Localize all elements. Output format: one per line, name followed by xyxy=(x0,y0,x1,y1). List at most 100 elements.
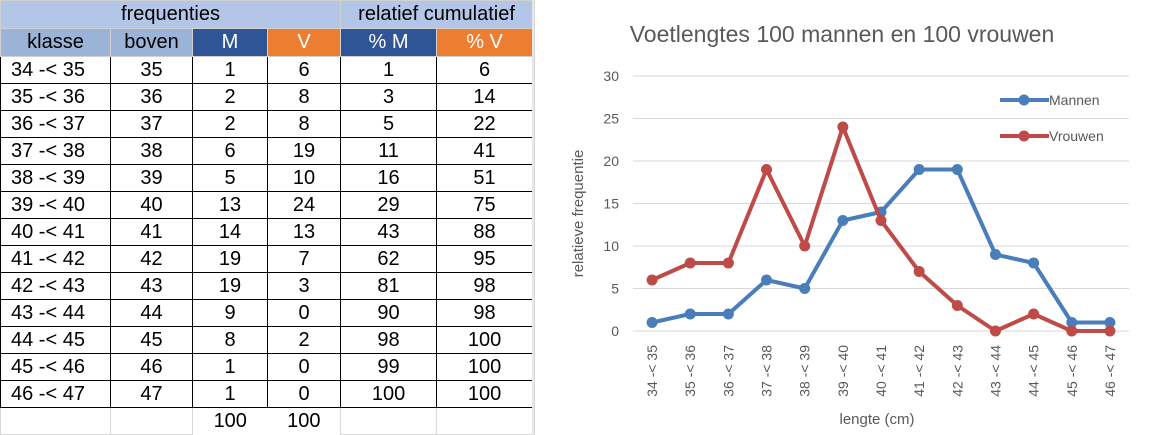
data-point-vrouwen[interactable] xyxy=(989,325,1001,337)
cell-klasse[interactable]: 37 -< 38 xyxy=(0,137,111,165)
legend[interactable]: Mannen Vrouwen xyxy=(1000,92,1104,144)
cell-empty[interactable] xyxy=(436,407,534,435)
cell-klasse[interactable]: 39 -< 40 xyxy=(0,191,111,219)
cell-boven[interactable]: 38 xyxy=(110,137,193,165)
cell-v[interactable]: 2 xyxy=(266,326,342,354)
cell-boven[interactable]: 47 xyxy=(110,380,193,408)
data-point-mannen[interactable] xyxy=(1066,317,1078,328)
data-point-vrouwen[interactable] xyxy=(646,274,658,286)
cell-boven[interactable]: 44 xyxy=(110,299,193,327)
data-point-mannen[interactable] xyxy=(799,283,811,294)
cell-pct-v[interactable]: 22 xyxy=(436,110,534,138)
cell-klasse[interactable]: 45 -< 46 xyxy=(0,353,111,381)
cell-pct-m[interactable]: 5 xyxy=(340,110,438,138)
cell-boven[interactable]: 39 xyxy=(110,164,193,192)
cell-m[interactable]: 9 xyxy=(192,299,268,327)
cell-boven[interactable]: 35 xyxy=(110,56,193,84)
cell-klasse[interactable]: 34 -< 35 xyxy=(0,56,111,84)
cell-pct-m[interactable]: 43 xyxy=(340,218,438,246)
cell-empty[interactable] xyxy=(340,407,438,435)
legend-label[interactable]: Mannen xyxy=(1049,92,1100,108)
cell-v[interactable]: 24 xyxy=(266,191,342,219)
chart-area[interactable]: Voetlengtes 100 mannen en 100 vrouwen re… xyxy=(534,0,1156,435)
total-m[interactable]: 100 xyxy=(213,409,247,432)
cell-boven[interactable]: 43 xyxy=(110,272,193,300)
cell-klasse[interactable]: 35 -< 36 xyxy=(0,83,111,111)
cell-boven[interactable]: 40 xyxy=(110,191,193,219)
cell-v[interactable]: 8 xyxy=(266,83,342,111)
cell-m[interactable]: 6 xyxy=(192,137,268,165)
cell-pct-v[interactable]: 88 xyxy=(436,218,534,246)
cell-pct-v[interactable]: 51 xyxy=(436,164,534,192)
cell-m[interactable]: 2 xyxy=(192,110,268,138)
cell-pct-v[interactable]: 95 xyxy=(436,245,534,273)
data-point-vrouwen[interactable] xyxy=(761,164,773,175)
cell-boven[interactable]: 37 xyxy=(110,110,193,138)
cell-klasse[interactable]: 46 -< 47 xyxy=(0,380,111,408)
col-header-m[interactable]: M xyxy=(192,28,268,57)
cell-m[interactable]: 14 xyxy=(192,218,268,246)
data-point-vrouwen[interactable] xyxy=(799,240,811,252)
cell-pct-v[interactable]: 75 xyxy=(436,191,534,219)
cell-pct-v[interactable]: 100 xyxy=(436,326,534,354)
cell-v[interactable]: 0 xyxy=(266,299,342,327)
cell-pct-m[interactable]: 1 xyxy=(340,56,438,84)
cell-m[interactable]: 1 xyxy=(192,56,268,84)
cell-v[interactable]: 6 xyxy=(266,56,342,84)
cell-pct-v[interactable]: 6 xyxy=(436,56,534,84)
cell-m[interactable]: 5 xyxy=(192,164,268,192)
cell-boven[interactable]: 36 xyxy=(110,83,193,111)
cell-pct-v[interactable]: 100 xyxy=(436,353,534,381)
cell-pct-m[interactable]: 98 xyxy=(340,326,438,354)
cell-m[interactable]: 13 xyxy=(192,191,268,219)
col-header-pct-v[interactable]: % V xyxy=(436,28,534,57)
cell-boven[interactable]: 45 xyxy=(110,326,193,354)
cell-klasse[interactable]: 42 -< 43 xyxy=(0,272,111,300)
cell-m[interactable]: 1 xyxy=(192,353,268,381)
cell-pct-m[interactable]: 81 xyxy=(340,272,438,300)
cell-pct-v[interactable]: 100 xyxy=(436,380,534,408)
cell-klasse[interactable]: 41 -< 42 xyxy=(0,245,111,273)
col-header-boven[interactable]: boven xyxy=(110,28,193,57)
data-point-mannen[interactable] xyxy=(722,308,734,320)
data-point-mannen[interactable] xyxy=(989,249,1001,260)
cell-v[interactable]: 0 xyxy=(266,380,342,408)
cell-v[interactable]: 13 xyxy=(266,218,342,246)
cell-v[interactable]: 8 xyxy=(266,110,342,138)
cell-boven[interactable]: 42 xyxy=(110,245,193,273)
col-header-pct-m[interactable]: % M xyxy=(340,28,438,57)
data-point-vrouwen[interactable] xyxy=(913,266,925,277)
cell-pct-m[interactable]: 90 xyxy=(340,299,438,327)
data-point-vrouwen[interactable] xyxy=(875,215,887,226)
data-point-vrouwen[interactable] xyxy=(1028,308,1040,320)
data-point-vrouwen[interactable] xyxy=(1104,325,1116,337)
cell-empty[interactable] xyxy=(110,407,193,435)
group-header-frequencies[interactable]: frequenties xyxy=(0,0,342,29)
legend-label[interactable]: Vrouwen xyxy=(1049,128,1104,144)
cell-v[interactable]: 7 xyxy=(266,245,342,273)
cell-pct-m[interactable]: 11 xyxy=(340,137,438,165)
cell-pct-m[interactable]: 16 xyxy=(340,164,438,192)
total-v[interactable]: 100 xyxy=(287,409,321,432)
cell-m[interactable]: 1 xyxy=(192,380,268,408)
data-point-mannen[interactable] xyxy=(684,308,696,320)
cell-klasse[interactable]: 43 -< 44 xyxy=(0,299,111,327)
data-point-mannen[interactable] xyxy=(761,274,773,286)
cell-m[interactable]: 19 xyxy=(192,272,268,300)
cell-klasse[interactable]: 38 -< 39 xyxy=(0,164,111,192)
cell-pct-m[interactable]: 62 xyxy=(340,245,438,273)
cell-klasse[interactable]: 44 -< 45 xyxy=(0,326,111,354)
data-point-vrouwen[interactable] xyxy=(722,257,734,269)
cell-klasse[interactable]: 40 -< 41 xyxy=(0,218,111,246)
cell-pct-m[interactable]: 100 xyxy=(340,380,438,408)
cell-pct-v[interactable]: 98 xyxy=(436,299,534,327)
cell-pct-m[interactable]: 99 xyxy=(340,353,438,381)
cell-pct-v[interactable]: 41 xyxy=(436,137,534,165)
col-header-klasse[interactable]: klasse xyxy=(0,28,111,57)
data-point-vrouwen[interactable] xyxy=(951,300,963,311)
cell-klasse[interactable]: 36 -< 37 xyxy=(0,110,111,138)
col-header-v[interactable]: V xyxy=(266,28,342,57)
data-point-vrouwen[interactable] xyxy=(837,121,849,133)
cell-boven[interactable]: 41 xyxy=(110,218,193,246)
data-point-mannen[interactable] xyxy=(646,317,658,328)
